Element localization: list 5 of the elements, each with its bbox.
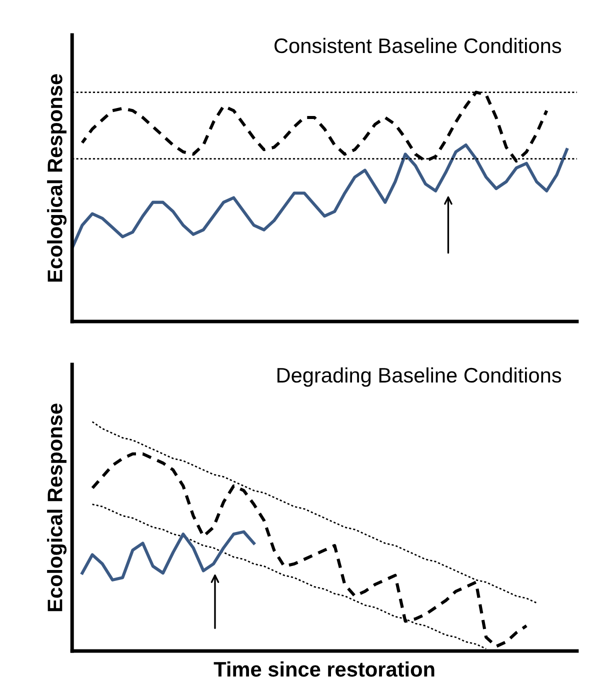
y-axis-title: Ecological Response — [47, 404, 67, 612]
y-axis-title: Ecological Response — [47, 74, 67, 282]
chart-title: Degrading Baseline Conditions — [277, 367, 562, 387]
x-axis-title: Time since restoration — [214, 661, 434, 677]
chart-title: Consistent Baseline Conditions — [274, 38, 562, 54]
